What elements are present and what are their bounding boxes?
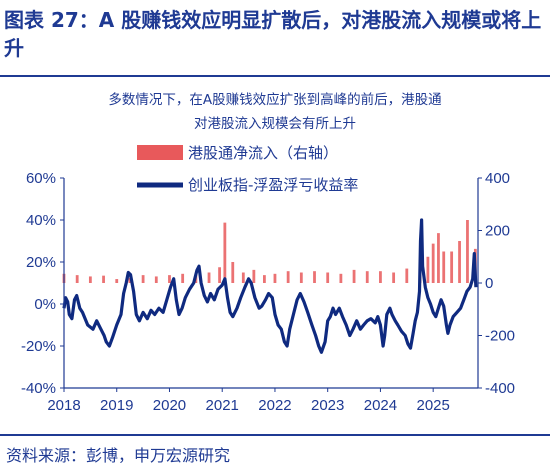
x-tick-label: 2019 <box>100 397 133 414</box>
bar <box>339 273 343 283</box>
bar <box>426 256 430 283</box>
bar <box>223 222 227 283</box>
legend-label-net-inflow: 港股通净流入（右轴） <box>188 144 338 162</box>
x-tick-label: 2021 <box>206 397 239 414</box>
bar <box>379 271 382 283</box>
x-tick-label: 2020 <box>153 397 186 414</box>
y-left-tick-label: 40% <box>26 212 56 229</box>
bar <box>352 269 356 283</box>
bar <box>299 272 303 283</box>
bar <box>365 271 369 283</box>
x-tick-label: 2023 <box>311 397 344 414</box>
legend-swatch-net-inflow <box>137 145 183 160</box>
bar <box>218 267 221 283</box>
bar <box>154 276 158 283</box>
y-left-tick-label: 20% <box>26 254 56 271</box>
series-line <box>62 218 478 354</box>
source-divider <box>0 434 550 436</box>
bar <box>437 233 440 283</box>
y-right-tick-label: -400 <box>485 380 515 397</box>
bar <box>263 275 266 283</box>
y-left-tick-label: -20% <box>21 338 56 355</box>
y-right-tick-label: -200 <box>485 328 515 345</box>
bar <box>405 268 409 283</box>
bar <box>252 269 256 283</box>
bar <box>115 279 119 283</box>
bar <box>392 272 396 283</box>
line-series <box>62 218 478 354</box>
bar-series <box>62 220 477 283</box>
x-tick-label: 2024 <box>364 397 397 414</box>
y-right-tick-label: 0 <box>485 275 493 292</box>
bar <box>450 251 454 283</box>
y-right-tick-label: 400 <box>485 170 510 187</box>
chart-subtitle: 多数情况下，在A股赚钱效应扩张到高峰的前后，港股通 对港股流入规模会有所上升 <box>0 88 550 136</box>
bar <box>181 273 185 283</box>
bar <box>75 275 79 283</box>
y-left-tick-label: 0% <box>34 296 56 313</box>
legend-label-return: 创业板指-浮盈浮亏收益率 <box>188 176 358 194</box>
subtitle-line-1: 多数情况下，在A股赚钱效应扩张到高峰的前后，港股通 <box>108 92 442 108</box>
bar <box>88 276 92 283</box>
legend: 港股通净流入（右轴） 创业板指-浮盈浮亏收益率 <box>137 144 358 194</box>
bar <box>466 220 469 283</box>
page-title: 图表 27：A 股赚钱效应明显扩散后，对港股流入规模或将上升 <box>4 8 542 60</box>
y-right-tick-label: 200 <box>485 223 510 240</box>
bar <box>326 272 330 283</box>
bar <box>128 277 132 283</box>
bar <box>273 273 277 283</box>
bar <box>458 241 461 283</box>
bar <box>231 262 235 283</box>
bar <box>141 275 145 283</box>
bar <box>168 275 171 283</box>
subtitle-line-2: 对港股流入规模会有所上升 <box>194 116 356 132</box>
bar <box>313 271 316 283</box>
x-tick-label: 2025 <box>416 397 449 414</box>
bar <box>442 251 446 283</box>
axes: 60% 40% 20% 0% -20% -40% 400 200 0 -200 -400 2018 20… <box>21 170 515 414</box>
title-divider <box>0 75 550 77</box>
x-tick-label: 2018 <box>47 397 80 414</box>
x-tick-label: 2022 <box>258 397 291 414</box>
bar <box>102 275 105 283</box>
bar <box>207 272 211 283</box>
y-left-tick-label: -40% <box>21 380 56 397</box>
bar <box>286 271 290 283</box>
bar <box>431 243 435 283</box>
source-note: 资料来源：彭博，申万宏源研究 <box>6 446 231 465</box>
y-left-tick-label: 60% <box>26 170 56 187</box>
bar <box>241 272 245 283</box>
